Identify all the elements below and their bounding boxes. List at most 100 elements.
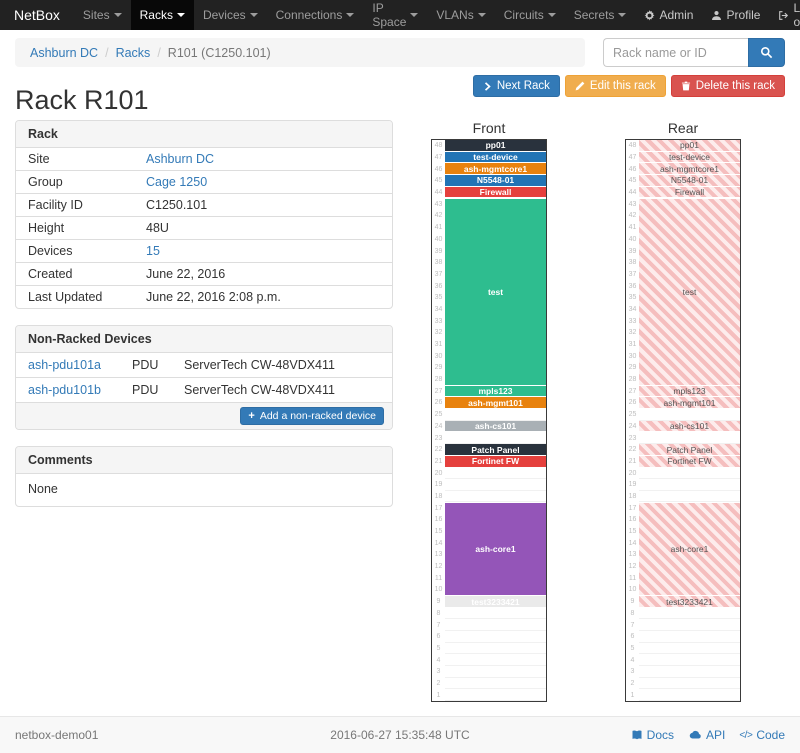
rack-device-test-device-rear[interactable]: test-device [639,151,740,164]
attr-value-created: June 22, 2016 [146,267,226,281]
attr-value-devices[interactable]: 15 [146,244,160,258]
rack-attr-row-devices: Devices 15 [16,239,392,262]
rack-device-firewall-front[interactable]: Firewall [445,186,546,199]
rack-slot-u1 [445,689,546,701]
rack-device-test-device-front[interactable]: test-device [445,151,546,164]
rack-slot-u18 [639,491,740,503]
unit-number-40: 40 [434,235,443,243]
rack-device-fortinet-fw-rear[interactable]: Fortinet FW [639,455,740,468]
rack-device-mpls123-front[interactable]: mpls123 [445,385,546,398]
unit-number-40: 40 [628,235,637,243]
unit-number-19: 19 [628,481,637,489]
attr-value-site[interactable]: Ashburn DC [146,152,215,166]
breadcrumb-item-racks[interactable]: Racks [115,45,151,60]
page-header: Rack R101 Next Rack Edit this rack Delete … [15,75,785,116]
caret-down-icon [113,13,122,17]
unit-number-30: 30 [434,352,443,360]
rack-device-test3233421-front[interactable]: test3233421 [445,596,546,608]
cloud-icon [688,728,702,742]
nonracked-panel-footer: + Add a non-racked device [16,402,392,429]
nav-item-connections[interactable]: Connections [267,0,364,30]
gear-icon [644,9,655,21]
nav-item-vlans[interactable]: VLANs [427,0,494,30]
rear-slots: pp01 test-device ash-mgmtcore1 N5548-01 Fire… [639,140,740,701]
footer-link-label: Docs [646,728,674,742]
rack-slot-u3 [445,666,546,678]
rack-device-test-front[interactable]: test [445,198,546,386]
attr-value-group[interactable]: Cage 1250 [146,175,208,189]
rack-device-ash-mgmtcore1-front[interactable]: ash-mgmtcore1 [445,163,546,176]
rack-device-fortinet-fw-front[interactable]: Fortinet FW [445,455,546,468]
rack-device-mpls123-rear[interactable]: mpls123 [639,385,740,398]
rack-device-pp01-front[interactable]: pp01 [445,140,546,152]
rack-attr-row-created: Created June 22, 2016 [16,262,392,285]
unit-number-44: 44 [628,189,637,197]
unit-number-23: 23 [628,434,637,442]
rack-front-diagram: 48 47 46 45 44 43 42 41 40 39 38 37 36 35 34 33 32 31 30 29… [431,139,547,702]
nav-item-sites[interactable]: Sites [74,0,131,30]
rack-slot-u5 [639,643,740,655]
unit-number-12: 12 [434,563,443,571]
nav-item-profile[interactable]: Profile [702,0,769,30]
add-nonracked-device-button[interactable]: + Add a non-racked device [240,407,384,425]
nav-item-racks[interactable]: Racks [130,0,194,30]
rack-device-n5548-01-rear[interactable]: N5548-01 [639,175,740,187]
nav-item-ip-space[interactable]: IP Space [363,0,427,30]
unit-number-13: 13 [434,551,443,559]
unit-number-24: 24 [434,422,443,430]
rack-device-test3233421-rear[interactable]: test3233421 [639,596,740,608]
edit-this-rack-button[interactable]: Edit this rack [564,75,666,97]
footer-link-code[interactable]: </> Code [739,728,785,742]
next-rack-button[interactable]: Next Rack [472,75,560,97]
unit-number-47: 47 [434,154,443,162]
rack-action-buttons: Next Rack Edit this rack Delete this rack [472,75,785,97]
unit-number-29: 29 [434,364,443,372]
unit-number-7: 7 [630,621,635,629]
brand[interactable]: NetBox [14,7,60,23]
footer-link-docs[interactable]: Docs [631,728,674,742]
attr-label: Last Updated [28,290,103,304]
rack-device-ash-cs101-front[interactable]: ash-cs101 [445,420,546,433]
rack-device-ash-mgmt101-rear[interactable]: ash-mgmt101 [639,397,740,410]
nav-item-label: Admin [659,8,694,22]
nav-item-secrets[interactable]: Secrets [565,0,636,30]
search-button[interactable] [748,38,785,67]
device-link-ash-pdu101b[interactable]: ash-pdu101b [28,383,101,397]
delete-this-rack-button[interactable]: Delete this rack [670,75,785,97]
rack-attr-row-last-updated: Last Updated June 22, 2016 2:08 p.m. [16,285,392,308]
unit-number-15: 15 [434,528,443,536]
rack-device-ash-mgmt101-front[interactable]: ash-mgmt101 [445,397,546,410]
attr-label: Height [28,221,65,235]
nav-item-log-out[interactable]: Log out [769,0,800,30]
rack-device-patch-panel-rear[interactable]: Patch Panel [639,444,740,456]
rack-device-ash-core1-front[interactable]: ash-core1 [445,502,546,597]
unit-number-35: 35 [434,294,443,302]
rack-device-ash-cs101-rear[interactable]: ash-cs101 [639,420,740,433]
rack-device-ash-core1-rear[interactable]: ash-core1 [639,502,740,597]
nav-item-label: Racks [139,8,173,22]
unit-number-22: 22 [628,446,637,454]
button-label: Next Rack [496,80,550,92]
unit-number-16: 16 [628,516,637,524]
breadcrumb-item-ashburn-dc[interactable]: Ashburn DC [30,45,99,60]
rack-device-pp01-rear[interactable]: pp01 [639,140,740,152]
unit-number-25: 25 [434,411,443,419]
device-link-ash-pdu101a[interactable]: ash-pdu101a [28,358,101,372]
device-role: PDU [132,383,159,397]
nav-item-circuits[interactable]: Circuits [495,0,565,30]
rack-device-test-rear[interactable]: test [639,198,740,386]
nav-item-devices[interactable]: Devices [194,0,267,30]
unit-number-14: 14 [628,539,637,547]
search-input[interactable] [603,38,748,67]
unit-number-2: 2 [630,679,635,687]
rear-elevation-title: Rear [667,120,699,136]
rack-device-n5548-01-front[interactable]: N5548-01 [445,175,546,187]
nav-item-admin[interactable]: Admin [635,0,702,30]
caret-down-icon [249,13,258,17]
rack-device-ash-mgmtcore1-rear[interactable]: ash-mgmtcore1 [639,163,740,176]
unit-number-4: 4 [630,656,635,664]
rack-device-firewall-rear[interactable]: Firewall [639,186,740,199]
rack-device-patch-panel-front[interactable]: Patch Panel [445,444,546,456]
rack-attr-row-height: Height 48U [16,216,392,239]
footer-link-api[interactable]: API [688,728,725,742]
